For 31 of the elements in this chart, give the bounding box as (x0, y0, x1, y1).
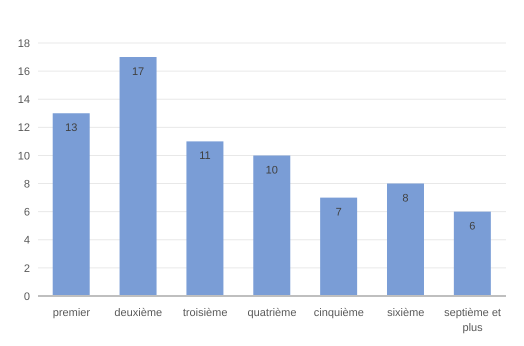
x-tick-label: deuxième (114, 307, 162, 319)
y-tick-label: 16 (18, 66, 30, 78)
bar (120, 57, 157, 296)
bar (253, 155, 290, 296)
data-label: 10 (266, 164, 278, 176)
data-label: 13 (65, 122, 78, 134)
bar (454, 212, 491, 296)
y-tick-label: 18 (18, 38, 30, 50)
data-label: 6 (469, 220, 476, 232)
x-tick-label: premier (52, 307, 90, 319)
x-tick-label: sixième (387, 307, 424, 319)
x-tick-label: cinquième (314, 307, 364, 319)
y-tick-label: 0 (24, 290, 30, 303)
bar (52, 113, 90, 296)
data-label: 8 (402, 192, 409, 204)
y-tick-label: 14 (18, 94, 30, 106)
bar (386, 184, 424, 296)
bar (186, 141, 224, 296)
y-tick-label: 6 (24, 206, 30, 219)
x-tick-label: troisième (182, 307, 228, 319)
data-label: 11 (199, 150, 211, 162)
y-tick-label: 4 (24, 234, 30, 247)
data-label: 7 (336, 206, 342, 218)
y-tick-label: 8 (24, 178, 30, 190)
bar (320, 198, 358, 296)
x-tick-label: septième et plus (444, 307, 502, 334)
x-tick-label: quatrième (248, 307, 296, 319)
y-tick-label: 10 (18, 150, 30, 162)
y-tick-label: 2 (24, 262, 30, 275)
y-tick-label: 12 (18, 122, 30, 134)
data-label: 17 (132, 66, 144, 78)
